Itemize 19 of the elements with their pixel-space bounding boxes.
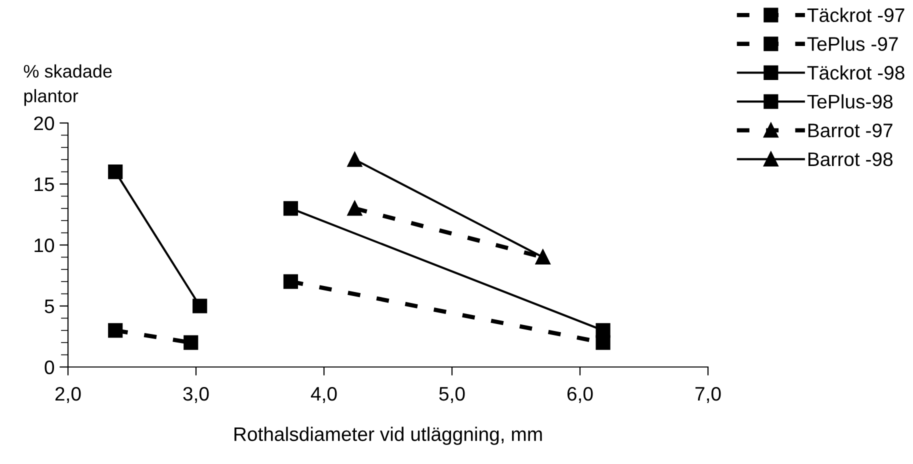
x-tick-label: 3,0 xyxy=(183,386,209,404)
y-tick-label: 10 xyxy=(34,238,54,252)
legend-label: Täckrot -97 xyxy=(807,8,904,22)
legend-label: TePlus -97 xyxy=(807,36,898,51)
y-tick-label: 5 xyxy=(44,300,54,314)
y-tick-label: 0 xyxy=(44,360,54,374)
x-tick-label: 2,0 xyxy=(55,386,81,404)
x-tick-label: 6,0 xyxy=(567,386,593,404)
x-tick-label: 7,0 xyxy=(695,386,721,404)
x-axis-title: Rothalsdiameter vid utläggning, mm xyxy=(234,426,542,445)
x-tick-label: 5,0 xyxy=(439,386,465,404)
y-tick-label: 15 xyxy=(34,178,54,192)
legend-label: Barrot -97 xyxy=(808,124,892,138)
y-tick-label: 20 xyxy=(34,116,54,130)
x-tick-label: 4,0 xyxy=(310,386,337,404)
legend-label: Täckrot -98 xyxy=(807,65,904,80)
legend-label: Barrot -98 xyxy=(808,152,893,166)
legend-label: TePlus-98 xyxy=(807,94,893,109)
y-axis-title: % skadade plantor xyxy=(24,64,112,106)
